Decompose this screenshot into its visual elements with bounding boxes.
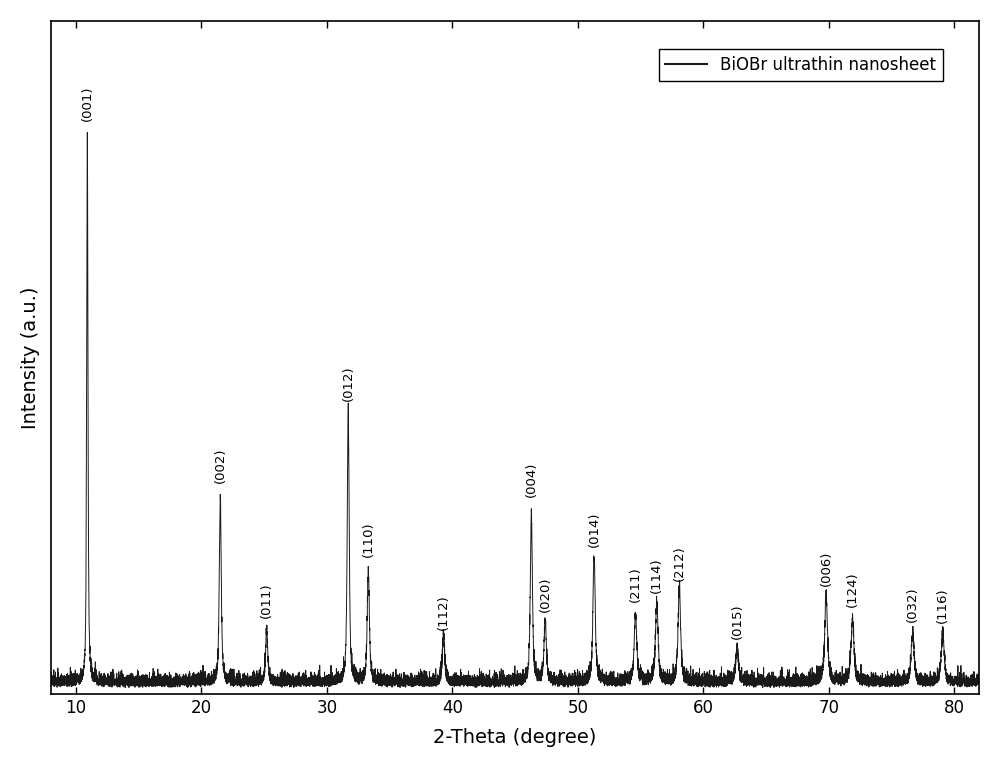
Text: (006): (006) [820, 551, 833, 586]
Text: (002): (002) [214, 448, 227, 483]
Legend: BiOBr ultrathin nanosheet: BiOBr ultrathin nanosheet [659, 49, 943, 81]
Text: (020): (020) [539, 577, 552, 612]
Text: (114): (114) [650, 558, 663, 593]
X-axis label: 2-Theta (degree): 2-Theta (degree) [433, 728, 597, 747]
Text: (012): (012) [342, 366, 355, 401]
Text: (212): (212) [673, 545, 686, 581]
Text: (211): (211) [629, 566, 642, 602]
Text: (112): (112) [437, 594, 450, 630]
Y-axis label: Intensity (a.u.): Intensity (a.u.) [21, 286, 40, 429]
Text: (015): (015) [731, 603, 744, 639]
Text: (110): (110) [362, 521, 375, 557]
Text: (116): (116) [936, 587, 949, 623]
Text: (014): (014) [588, 511, 601, 548]
Text: (004): (004) [525, 462, 538, 498]
Text: (032): (032) [906, 586, 919, 621]
Text: (124): (124) [846, 572, 859, 607]
Text: (001): (001) [81, 86, 94, 121]
Text: (011): (011) [260, 583, 273, 618]
